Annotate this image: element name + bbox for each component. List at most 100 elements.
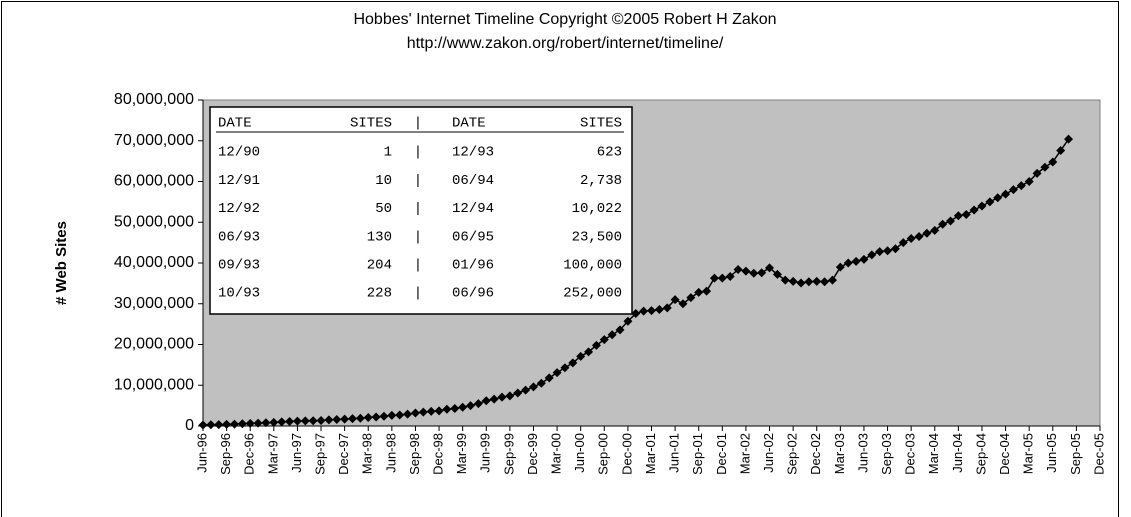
data-point — [772, 269, 782, 279]
x-tick-label: Jun-02 — [761, 433, 776, 473]
x-tick-label: Mar-01 — [643, 433, 658, 474]
data-point — [725, 271, 735, 281]
y-tick-label: 50,000,000 — [114, 213, 194, 230]
x-tick-label: Sep-04 — [973, 433, 988, 475]
data-point — [544, 373, 554, 383]
data-point — [340, 414, 350, 424]
data-point — [308, 416, 318, 426]
table-header: SITES — [580, 116, 622, 132]
data-point — [812, 276, 822, 286]
x-tick-label: Dec-05 — [1091, 433, 1106, 475]
x-tick-label: Sep-98 — [407, 433, 422, 475]
data-point — [1024, 177, 1034, 186]
data-point — [285, 417, 295, 427]
data-point — [599, 335, 609, 345]
x-tick-label: Dec-02 — [808, 433, 823, 475]
data-point — [702, 286, 712, 296]
x-tick-label: Jun-97 — [289, 433, 304, 473]
data-point — [709, 273, 719, 283]
table-header: DATE — [218, 116, 252, 132]
inset-table-box — [209, 106, 633, 315]
data-point — [355, 413, 365, 423]
x-tick-label: Jun-01 — [667, 433, 682, 473]
data-point — [1048, 157, 1058, 167]
data-point — [371, 412, 381, 422]
x-tick-label: Jun-03 — [855, 433, 870, 473]
data-point — [591, 340, 601, 350]
data-point — [898, 238, 908, 248]
table-header: DATE — [452, 116, 486, 132]
data-point — [269, 417, 279, 427]
data-point — [489, 394, 499, 404]
data-point — [615, 325, 625, 335]
data-point — [410, 408, 420, 418]
table-header: SITES — [350, 116, 392, 132]
x-tick-label: Dec-03 — [903, 433, 918, 475]
x-tick-label: Dec-01 — [714, 433, 729, 475]
y-tick-label: 60,000,000 — [114, 173, 194, 190]
data-point — [678, 299, 688, 309]
data-point — [1016, 181, 1026, 191]
x-tick-label: Dec-04 — [997, 433, 1012, 475]
data-point — [473, 399, 483, 409]
data-point — [733, 265, 743, 275]
data-point — [222, 419, 232, 429]
table-cell: 06/95 — [452, 229, 494, 245]
data-point — [576, 351, 586, 361]
table-cell: 50 — [375, 201, 392, 217]
x-tick-label: Sep-01 — [690, 433, 705, 475]
table-cell: | — [414, 201, 422, 217]
data-point — [536, 378, 546, 388]
data-point — [694, 287, 704, 297]
y-tick-label: 10,000,000 — [114, 376, 194, 393]
inset-table: DATE SITES | DATE SITES 12/90 1 | 12/93 623 12/91 1… — [209, 106, 633, 315]
data-point — [946, 216, 955, 226]
data-point — [953, 211, 963, 221]
data-point — [820, 277, 830, 287]
data-point — [867, 250, 877, 260]
data-point — [670, 295, 680, 305]
data-point — [843, 258, 853, 268]
data-point — [1040, 162, 1050, 172]
data-point — [395, 410, 405, 420]
data-point — [914, 232, 924, 242]
x-tick-label: Jun-05 — [1044, 433, 1059, 473]
x-tick-label: Mar-02 — [737, 433, 752, 474]
data-point — [631, 309, 641, 319]
table-cell: 06/96 — [452, 286, 494, 302]
x-tick-label: Mar-97 — [265, 433, 280, 474]
data-point — [883, 246, 893, 256]
data-point — [922, 228, 932, 238]
x-tick-label: Sep-97 — [312, 433, 327, 475]
data-point — [560, 363, 570, 373]
data-point — [890, 244, 900, 254]
x-tick-label: Mar-98 — [360, 433, 375, 474]
data-point — [348, 414, 357, 424]
x-tick-label: Sep-03 — [879, 433, 894, 475]
data-point — [741, 266, 751, 276]
data-point — [717, 273, 727, 283]
data-point — [930, 225, 940, 235]
data-point — [765, 263, 775, 273]
table-cell: 12/90 — [218, 145, 260, 161]
data-point — [993, 193, 1003, 203]
data-point — [859, 254, 869, 264]
data-point — [1001, 189, 1011, 199]
x-tick-label: Sep-99 — [501, 433, 516, 475]
data-point — [466, 401, 476, 411]
data-point — [277, 417, 287, 427]
table-cell: | — [414, 258, 422, 274]
table-cell: 12/94 — [452, 201, 494, 217]
data-point — [851, 256, 861, 266]
x-tick-label: Sep-05 — [1068, 433, 1083, 475]
data-point — [875, 247, 885, 257]
table-cell: | — [414, 229, 422, 245]
table-header: | — [414, 116, 422, 132]
table-cell: 09/93 — [218, 258, 260, 274]
x-tick-label: Sep-96 — [218, 433, 233, 475]
data-point — [623, 316, 633, 326]
y-tick-label: 70,000,000 — [114, 132, 194, 149]
y-tick-label: 0 — [185, 417, 194, 434]
data-point — [985, 197, 995, 207]
